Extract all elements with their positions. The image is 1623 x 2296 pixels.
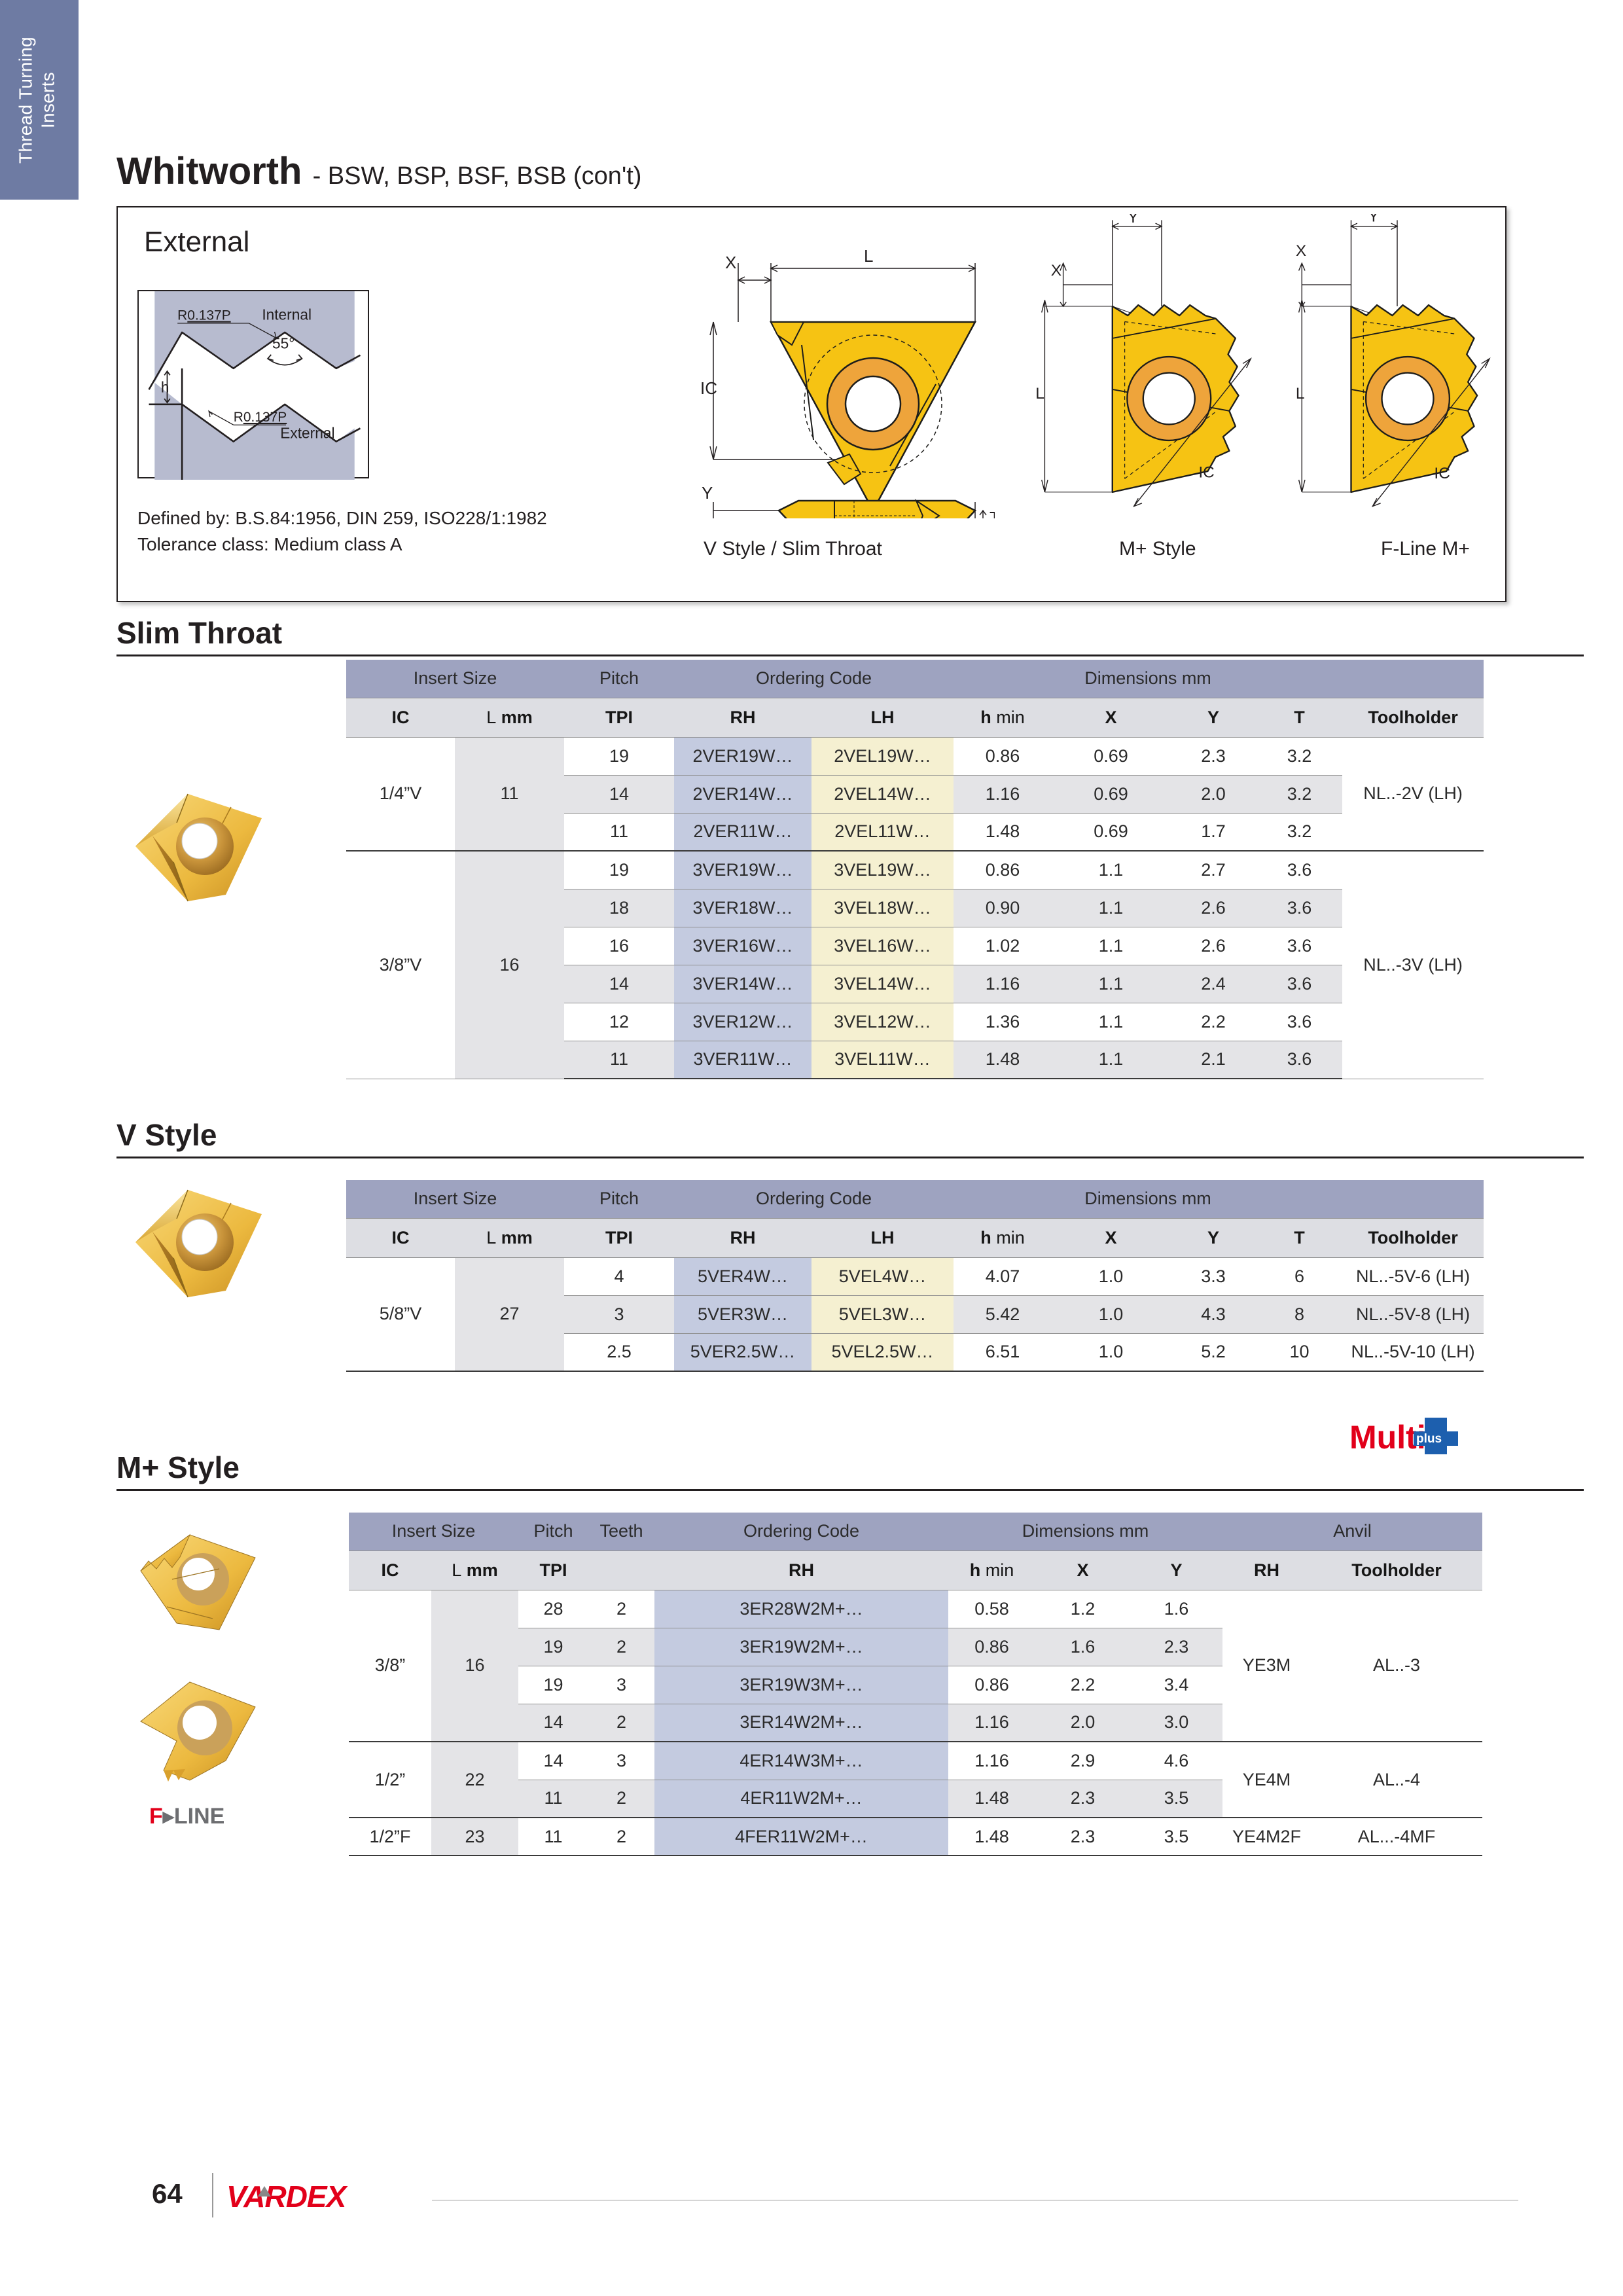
svg-text:IC: IC xyxy=(700,378,717,398)
svg-text:X: X xyxy=(1296,242,1306,260)
svg-text:R0.137P: R0.137P xyxy=(177,308,231,323)
svg-text:h: h xyxy=(161,378,169,395)
svg-text:Y: Y xyxy=(1368,214,1379,225)
svg-text:X: X xyxy=(1051,262,1061,279)
svg-text:X: X xyxy=(725,253,736,272)
svg-text:IC: IC xyxy=(1198,463,1214,481)
svg-text:Y: Y xyxy=(702,483,713,503)
svg-text:R0.137P: R0.137P xyxy=(234,410,287,425)
svg-text:T: T xyxy=(990,508,995,518)
svg-text:External: External xyxy=(280,424,334,441)
svg-text:VARDEX: VARDEX xyxy=(226,2179,348,2214)
svg-text:L: L xyxy=(864,246,873,266)
svg-text:L: L xyxy=(1035,385,1044,403)
svg-text:Internal: Internal xyxy=(262,306,312,323)
svg-text:plus: plus xyxy=(1416,1432,1442,1446)
svg-text:L: L xyxy=(1296,385,1305,403)
svg-text:Y: Y xyxy=(1128,214,1138,226)
svg-text:IC: IC xyxy=(1434,465,1450,482)
